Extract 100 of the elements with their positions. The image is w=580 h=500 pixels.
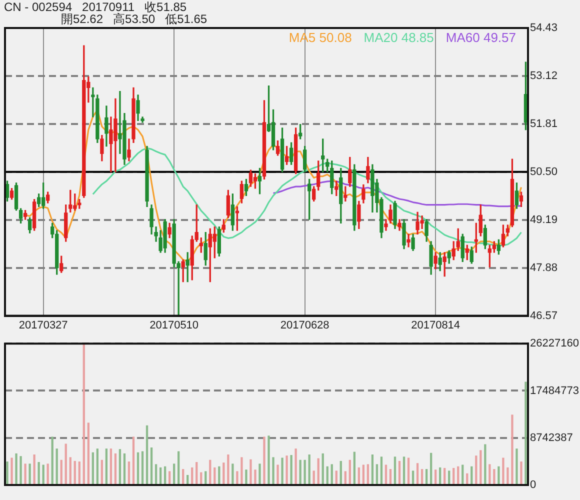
bar: [6, 461, 8, 484]
bar: [245, 470, 248, 484]
y-tick-label: 47.88: [530, 262, 558, 274]
bar: [407, 458, 410, 484]
bar: [178, 451, 180, 484]
bar: [416, 463, 419, 484]
x-tick-label: 20170327: [18, 319, 68, 332]
bar: [222, 462, 225, 484]
candlestick: [406, 234, 410, 248]
bar: [105, 448, 108, 484]
bar: [308, 454, 310, 484]
text: MA20 48.85: [364, 30, 434, 46]
bar: [498, 466, 500, 484]
y-tick-label: 0: [530, 479, 536, 492]
y-tick-label: 53.12: [530, 70, 558, 82]
bar: [100, 460, 104, 484]
bar: [60, 460, 62, 484]
bar: [462, 464, 464, 484]
bar: [322, 453, 324, 484]
bar: [87, 422, 90, 484]
y-tick-label: 17484773: [530, 384, 579, 397]
bar: [46, 464, 49, 484]
bar: [412, 470, 414, 484]
bar: [96, 448, 99, 484]
bar: [146, 425, 148, 484]
x-tick-label: 20170510: [150, 319, 199, 332]
text: MA60 49.57: [446, 30, 516, 46]
bar: [110, 448, 112, 484]
bar: [402, 456, 406, 484]
bar: [172, 464, 176, 484]
bar: [15, 453, 18, 484]
bar: [164, 466, 166, 484]
bar: [452, 468, 455, 484]
bar: [92, 452, 94, 484]
bar: [78, 461, 80, 484]
bar: [254, 470, 256, 484]
bar: [484, 444, 486, 484]
bar: [33, 454, 36, 484]
bar: [348, 460, 351, 484]
bar: [214, 467, 216, 484]
bar: [317, 458, 320, 484]
y-tick-label: 50.50: [530, 166, 558, 178]
y-tick-label: 8742387: [530, 432, 573, 444]
bar: [511, 414, 514, 484]
bar: [502, 458, 504, 484]
bar: [281, 458, 284, 484]
bar: [516, 448, 518, 484]
bar: [209, 460, 212, 484]
bar: [290, 455, 292, 484]
bar: [299, 460, 302, 484]
bar: [24, 464, 26, 484]
y-tick-label: 54.43: [530, 22, 558, 34]
bar: [362, 464, 365, 484]
bar: [394, 456, 396, 484]
bar: [168, 471, 171, 484]
bar: [475, 456, 478, 484]
bar: [159, 467, 162, 484]
bar: [28, 464, 31, 484]
chart-title: CN - 002594 20170911 收51.85: [4, 0, 187, 14]
bar: [520, 461, 522, 484]
bar: [150, 447, 153, 484]
text: MA5 50.08: [288, 30, 352, 46]
bar: [434, 470, 437, 484]
y-tick-label: 49.19: [530, 214, 558, 226]
bar: [268, 436, 270, 484]
bar: [64, 444, 67, 484]
bar: [263, 436, 266, 484]
bar: [141, 451, 144, 484]
bar: [480, 450, 482, 484]
bar: [276, 464, 279, 484]
bar: [38, 462, 40, 484]
bar: [250, 459, 252, 484]
bar: [191, 467, 194, 484]
bar: [272, 457, 274, 484]
bar: [232, 464, 234, 484]
bar: [304, 460, 306, 484]
bar: [398, 460, 401, 484]
bar: [376, 464, 378, 484]
bar: [286, 456, 288, 484]
bar: [82, 344, 85, 484]
bar: [340, 460, 342, 484]
bar: [384, 464, 388, 484]
bar: [506, 467, 509, 484]
bar: [344, 471, 346, 484]
bar: [240, 457, 243, 484]
y-tick-label: 46.57: [530, 310, 558, 322]
bar: [371, 454, 374, 484]
bar: [204, 471, 207, 484]
bar: [420, 469, 424, 484]
x-tick-label: 20170814: [411, 319, 460, 332]
bar: [457, 466, 460, 484]
bar: [128, 461, 130, 484]
bar: [154, 464, 158, 484]
bar: [258, 464, 261, 484]
bar: [136, 452, 140, 484]
bar: [448, 470, 450, 484]
bar: [74, 460, 76, 484]
bar: [493, 469, 496, 484]
bar: [366, 464, 370, 484]
bar: [227, 454, 230, 484]
